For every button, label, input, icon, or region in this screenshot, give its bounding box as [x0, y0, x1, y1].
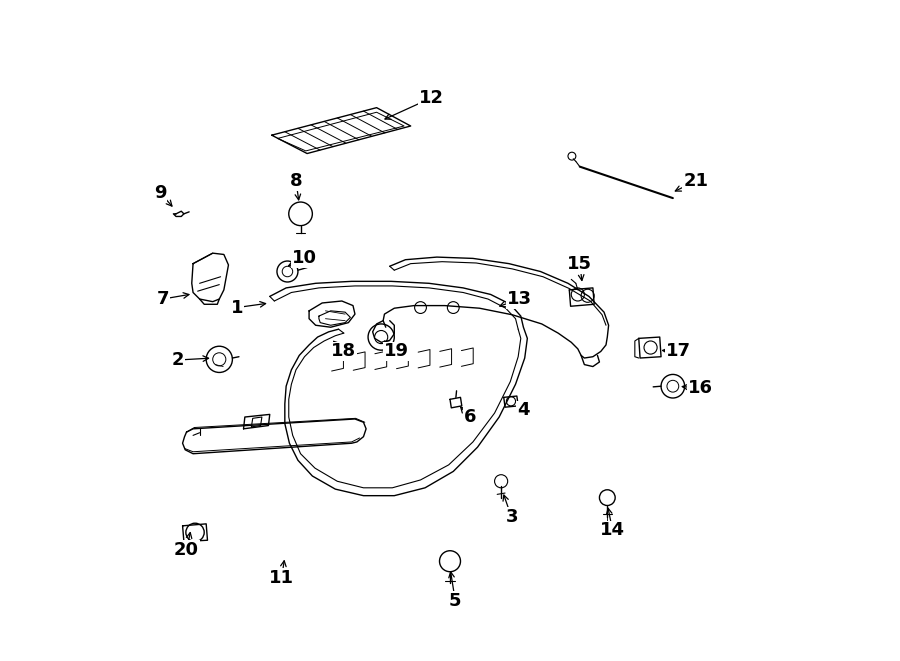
Text: 16: 16: [688, 379, 713, 397]
Text: 18: 18: [331, 342, 356, 360]
Text: 6: 6: [464, 408, 476, 426]
Text: 3: 3: [506, 508, 518, 526]
Text: 1: 1: [230, 299, 243, 317]
Text: 2: 2: [172, 351, 184, 369]
Text: 15: 15: [567, 254, 592, 272]
Text: 21: 21: [683, 172, 708, 190]
Text: 17: 17: [666, 342, 690, 360]
Text: 12: 12: [419, 89, 444, 107]
Text: 14: 14: [600, 522, 626, 539]
Text: 8: 8: [290, 172, 302, 190]
Text: 13: 13: [507, 290, 532, 308]
Text: 5: 5: [449, 592, 462, 609]
Text: 19: 19: [383, 342, 409, 360]
Text: 9: 9: [154, 184, 166, 202]
Text: 20: 20: [174, 541, 199, 559]
Text: 7: 7: [157, 290, 169, 308]
Text: 4: 4: [518, 401, 530, 420]
Text: 11: 11: [269, 569, 294, 587]
Text: 10: 10: [292, 249, 317, 268]
